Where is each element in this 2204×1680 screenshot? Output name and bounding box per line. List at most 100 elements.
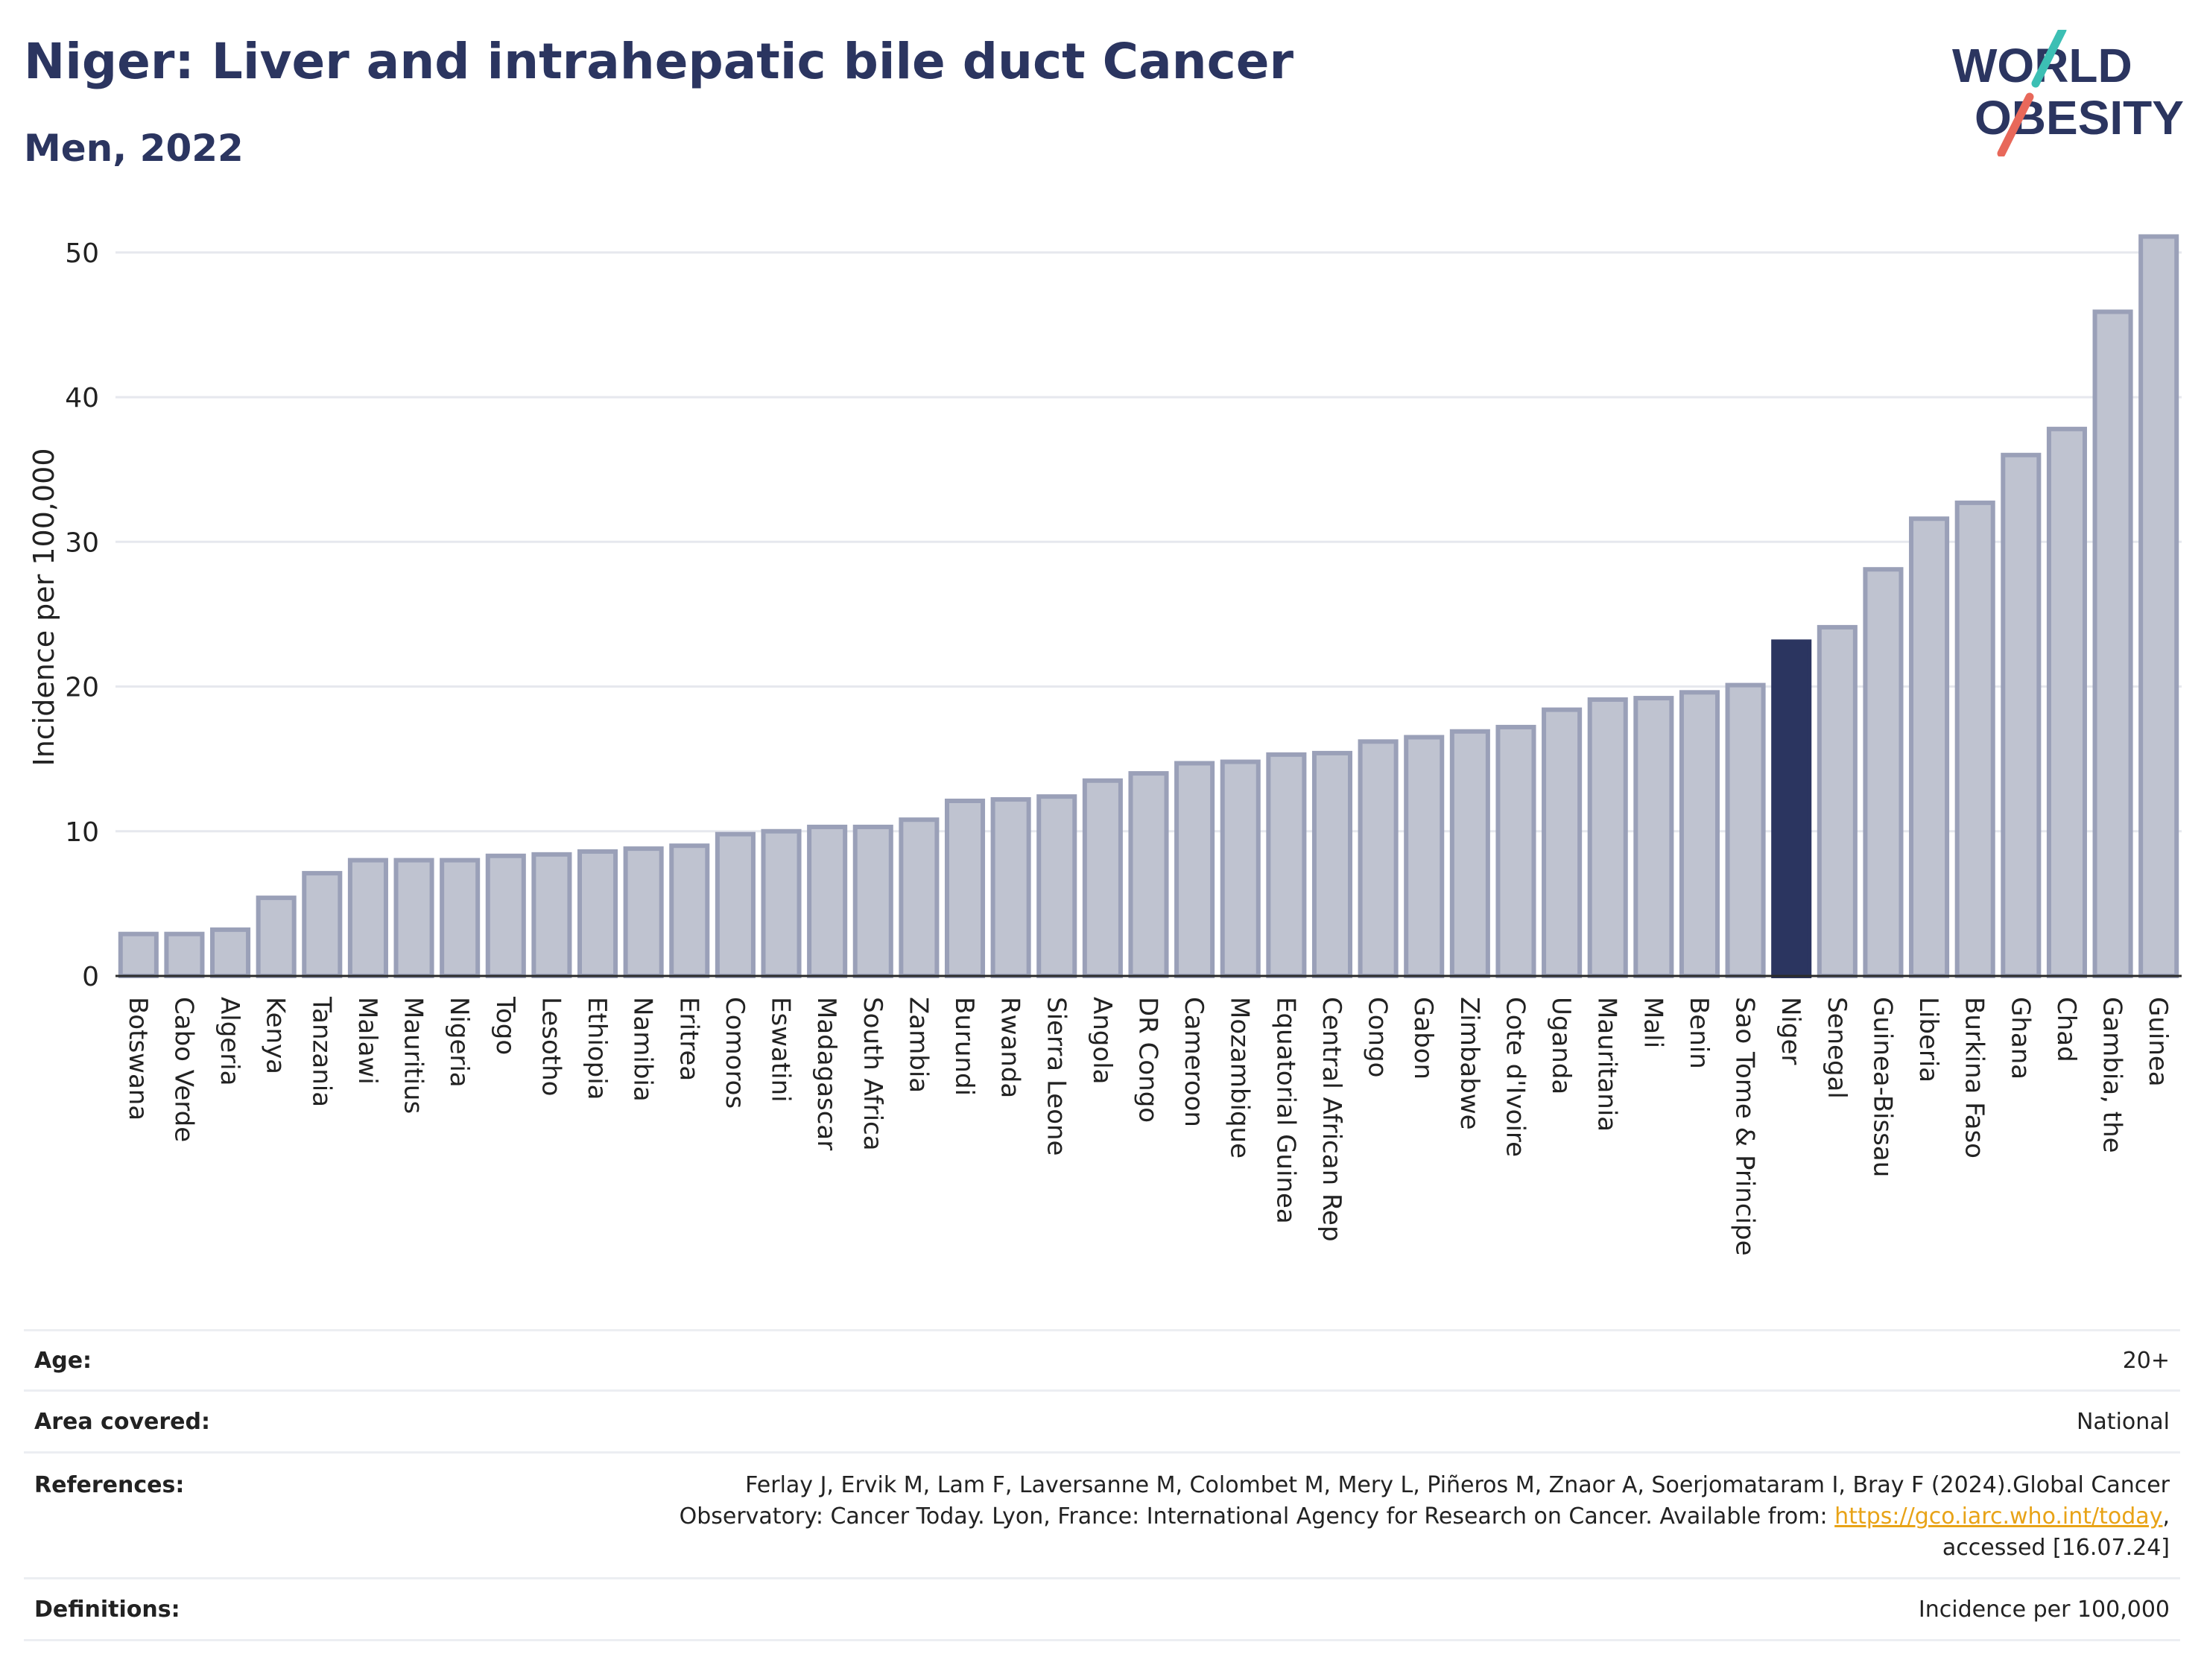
meta-value-definitions: Incidence per 100,000 bbox=[1918, 1596, 2170, 1623]
bar-namibia[interactable] bbox=[623, 846, 664, 978]
x-tick-label: Equatorial Guinea bbox=[1270, 997, 1300, 1224]
x-tick-label: Mali bbox=[1638, 997, 1668, 1048]
references-link[interactable]: https://gco.iarc.who.int/today bbox=[1834, 1503, 2163, 1530]
x-tick-label: Namibia bbox=[628, 997, 658, 1102]
x-tick-label: Cameroon bbox=[1179, 997, 1209, 1127]
x-tick-label: Ethiopia bbox=[582, 997, 612, 1100]
x-tick-label: Madagascar bbox=[811, 997, 841, 1150]
x-tick-label: Senegal bbox=[1822, 997, 1852, 1099]
bar-cote-d-ivoire[interactable] bbox=[1495, 724, 1536, 979]
references-line-2-end: , bbox=[2162, 1503, 2170, 1530]
x-tick-label: Gabon bbox=[1408, 997, 1438, 1080]
bar-eswatini[interactable] bbox=[761, 828, 802, 979]
x-tick-label: Uganda bbox=[1546, 997, 1576, 1094]
bar-cameroon[interactable] bbox=[1174, 761, 1215, 978]
bar-eritrea[interactable] bbox=[669, 843, 710, 978]
bar-guinea[interactable] bbox=[2138, 234, 2179, 978]
bar-nigeria[interactable] bbox=[440, 858, 481, 978]
x-tick-label: Lesotho bbox=[536, 997, 566, 1096]
x-tick-label: Comoros bbox=[720, 997, 750, 1109]
meta-value-references: Ferlay J, Ervik M, Lam F, Laversanne M, … bbox=[680, 1470, 2180, 1564]
bar-gabon[interactable] bbox=[1404, 735, 1445, 978]
meta-row-references: References: Ferlay J, Ervik M, Lam F, La… bbox=[24, 1451, 2180, 1577]
bar-mali[interactable] bbox=[1633, 696, 1674, 978]
x-tick-label: Ghana bbox=[2005, 997, 2035, 1080]
x-tick-label: Zimbabwe bbox=[1454, 997, 1484, 1130]
x-tick-label: Malawi bbox=[352, 997, 382, 1085]
x-tick-label: Burundi bbox=[949, 997, 979, 1096]
bar-mauritius[interactable] bbox=[393, 858, 434, 978]
bar-mauritania[interactable] bbox=[1587, 697, 1628, 978]
bar-ethiopia[interactable] bbox=[577, 849, 618, 979]
x-tick-label: Botswana bbox=[123, 997, 153, 1120]
bar-cabo-verde[interactable] bbox=[164, 931, 205, 979]
x-tick-label: Cote d'Ivoire bbox=[1500, 997, 1530, 1157]
bar-dr-congo[interactable] bbox=[1128, 771, 1169, 978]
bar-liberia[interactable] bbox=[1909, 516, 1950, 978]
bar-burkina-faso[interactable] bbox=[1954, 500, 1995, 978]
bars bbox=[118, 234, 2179, 979]
x-tick-label: Mozambique bbox=[1225, 997, 1255, 1158]
references-line-2-text: Observatory: Cancer Today. Lyon, France:… bbox=[679, 1503, 1835, 1530]
x-tick-label: Eswatini bbox=[766, 997, 796, 1103]
y-tick-label: 30 bbox=[65, 527, 99, 558]
x-tick-label: Tanzania bbox=[306, 996, 336, 1107]
world-obesity-logo: WORLD OBESITY bbox=[1952, 30, 2184, 156]
x-tick-label: Cabo Verde bbox=[168, 997, 198, 1142]
x-tick-label: Gambia, the bbox=[2097, 997, 2127, 1153]
bar-rwanda[interactable] bbox=[990, 797, 1031, 978]
chart-title: Niger: Liver and intrahepatic bile duct … bbox=[24, 33, 1294, 90]
bar-algeria[interactable] bbox=[210, 927, 251, 979]
references-line-3: accessed [16.07.24] bbox=[1942, 1535, 2170, 1561]
meta-row-definitions: Definitions: Incidence per 100,000 bbox=[24, 1577, 2180, 1641]
bar-kenya[interactable] bbox=[256, 896, 297, 978]
bar-sierra-leone[interactable] bbox=[1036, 794, 1077, 978]
bar-tanzania[interactable] bbox=[302, 871, 343, 979]
bar-sao-tome-principe[interactable] bbox=[1725, 682, 1766, 978]
x-tick-label: Algeria bbox=[215, 997, 244, 1085]
bar-uganda[interactable] bbox=[1542, 707, 1583, 978]
y-tick-label: 40 bbox=[65, 383, 99, 413]
bar-equatorial-guinea[interactable] bbox=[1266, 752, 1307, 978]
x-tick-label: Mauritius bbox=[399, 997, 428, 1114]
y-tick-label: 50 bbox=[65, 238, 99, 269]
bar-angola[interactable] bbox=[1082, 778, 1123, 978]
bar-malawi[interactable] bbox=[347, 858, 388, 978]
meta-row-age: Age: 20+ bbox=[24, 1329, 2180, 1389]
x-tick-label: Central African Rep bbox=[1317, 997, 1346, 1242]
y-tick-label: 20 bbox=[65, 673, 99, 703]
x-tick-label: Togo bbox=[490, 996, 520, 1055]
x-tick-label: Kenya bbox=[261, 997, 291, 1074]
y-axis-ticks: 0 10 20 30 40 50 bbox=[65, 238, 99, 992]
bar-chad[interactable] bbox=[2046, 426, 2087, 978]
meta-value-area: National bbox=[2076, 1408, 2170, 1435]
bar-zimbabwe[interactable] bbox=[1449, 729, 1490, 978]
chart-subtitle: Men, 2022 bbox=[24, 127, 244, 170]
bar-togo[interactable] bbox=[485, 853, 526, 978]
bar-mozambique[interactable] bbox=[1220, 759, 1261, 978]
bar-guinea-bissau[interactable] bbox=[1863, 567, 1904, 978]
bar-niger[interactable] bbox=[1771, 639, 1812, 978]
x-tick-label: Angola bbox=[1087, 997, 1117, 1084]
y-tick-label: 10 bbox=[65, 817, 99, 848]
bar-benin[interactable] bbox=[1679, 690, 1720, 978]
x-tick-label: Liberia bbox=[1913, 997, 1943, 1083]
x-tick-label: Chad bbox=[2051, 997, 2081, 1062]
meta-row-area: Area covered: National bbox=[24, 1389, 2180, 1451]
bar-botswana[interactable] bbox=[118, 931, 159, 979]
bar-comoros[interactable] bbox=[715, 831, 756, 978]
bar-ghana[interactable] bbox=[2001, 452, 2042, 978]
bar-madagascar[interactable] bbox=[807, 824, 848, 978]
x-tick-label: Rwanda bbox=[995, 997, 1025, 1098]
bar-zambia[interactable] bbox=[899, 817, 940, 978]
x-tick-label: Nigeria bbox=[444, 997, 474, 1088]
bar-senegal[interactable] bbox=[1817, 624, 1858, 979]
bar-burundi[interactable] bbox=[944, 798, 986, 978]
bar-gambia-the[interactable] bbox=[2092, 309, 2133, 978]
x-tick-label: Mauritania bbox=[1592, 997, 1622, 1132]
meta-label-definitions: Definitions: bbox=[34, 1596, 180, 1623]
bar-south-africa[interactable] bbox=[852, 824, 893, 978]
bar-congo[interactable] bbox=[1358, 739, 1399, 978]
bar-central-african-rep[interactable] bbox=[1311, 750, 1353, 979]
bar-lesotho[interactable] bbox=[531, 852, 572, 979]
